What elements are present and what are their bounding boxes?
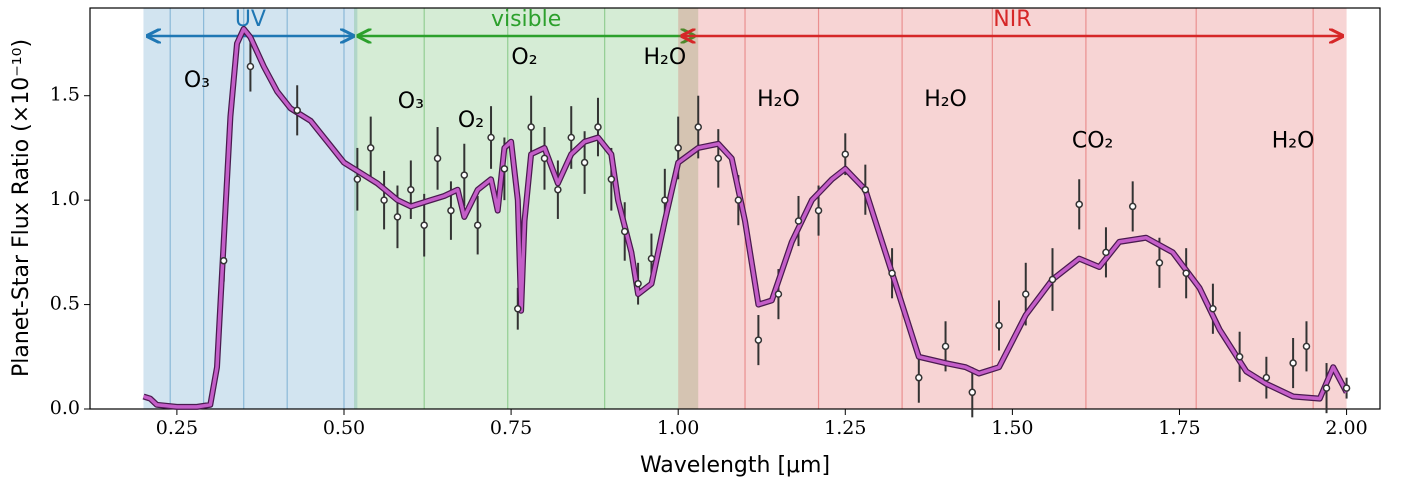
- data-point: [694, 123, 702, 131]
- data-point: [1322, 384, 1331, 392]
- band-label: UV: [235, 7, 266, 32]
- data-point: [968, 388, 977, 397]
- data-point: [1289, 359, 1297, 367]
- data-point: [1235, 353, 1244, 361]
- molecule-label: CO₂: [1072, 129, 1114, 154]
- data-point: [647, 254, 656, 263]
- data-point: [1209, 305, 1217, 313]
- x-tick-label: 0.75: [490, 417, 532, 439]
- data-point: [514, 305, 522, 313]
- x-tick-label: 2.00: [1325, 417, 1367, 439]
- x-tick-label: 1.00: [657, 417, 699, 439]
- molecule-label: H₂O: [1272, 129, 1315, 154]
- data-point: [674, 144, 682, 152]
- data-point: [861, 185, 870, 194]
- x-tick-label: 1.25: [824, 417, 866, 439]
- data-point: [1155, 259, 1164, 267]
- x-tick-label: 0.25: [156, 417, 198, 439]
- data-point: [1022, 290, 1030, 298]
- data-point: [794, 217, 803, 225]
- band-label: NIR: [993, 7, 1031, 32]
- molecule-label: H₂O: [643, 45, 686, 70]
- data-point: [353, 175, 362, 184]
- data-point: [527, 123, 535, 131]
- molecule-label: H₂O: [924, 87, 967, 112]
- data-point: [433, 154, 442, 163]
- data-point: [915, 373, 923, 382]
- data-point: [888, 269, 896, 277]
- data-point: [567, 133, 575, 142]
- data-point: [393, 213, 402, 221]
- data-point: [607, 175, 616, 184]
- molecule-label: O₃: [184, 68, 210, 93]
- y-axis-label: Planet-Star Flux Ratio (×10⁻¹⁰): [9, 39, 34, 377]
- x-tick-label: 1.75: [1158, 417, 1200, 439]
- x-tick-label: 1.50: [991, 417, 1033, 439]
- y-tick-label: 0.5: [50, 293, 80, 315]
- data-point: [1048, 275, 1057, 284]
- data-point: [814, 206, 823, 215]
- data-point: [487, 133, 495, 142]
- data-point: [380, 196, 388, 204]
- data-point: [634, 279, 642, 288]
- molecule-label: O₂: [458, 108, 484, 133]
- data-point: [734, 196, 743, 204]
- data-point: [580, 158, 589, 167]
- data-point: [661, 196, 669, 204]
- y-tick-label: 1.5: [50, 84, 80, 106]
- data-point: [714, 154, 723, 163]
- data-point: [420, 221, 428, 229]
- molecule-label: O₃: [398, 89, 424, 114]
- data-point: [366, 144, 375, 152]
- data-point: [554, 185, 562, 194]
- band-region: [678, 8, 1347, 409]
- data-point: [1342, 384, 1351, 392]
- molecule-label: O₂: [511, 45, 537, 70]
- data-point: [1075, 200, 1083, 209]
- data-point: [1302, 342, 1311, 351]
- data-point: [754, 336, 763, 344]
- y-tick-label: 0.0: [50, 397, 80, 419]
- x-axis-label: Wavelength [μm]: [640, 453, 830, 478]
- data-point: [293, 106, 301, 115]
- data-point: [995, 321, 1003, 330]
- data-point: [473, 221, 482, 229]
- model-line: [142, 27, 1349, 409]
- data-point: [841, 150, 850, 158]
- x-tick-label: 0.50: [323, 417, 365, 439]
- data-point: [774, 290, 783, 298]
- plot-frame: [89, 7, 1381, 410]
- data-point: [447, 206, 455, 215]
- data-point: [460, 171, 469, 179]
- data-point: [500, 165, 509, 173]
- data-point: [941, 342, 950, 351]
- data-point: [219, 256, 228, 265]
- data-point: [1102, 248, 1110, 257]
- data-point: [1128, 202, 1137, 211]
- data-point: [594, 123, 602, 131]
- band-label: visible: [491, 7, 561, 32]
- data-point: [407, 185, 415, 194]
- data-point: [1262, 373, 1271, 382]
- data-point: [246, 62, 255, 71]
- data-point: [1182, 269, 1190, 277]
- data-point: [540, 154, 549, 163]
- y-tick-label: 1.0: [50, 188, 80, 210]
- molecule-label: H₂O: [757, 87, 800, 112]
- data-point: [620, 227, 629, 236]
